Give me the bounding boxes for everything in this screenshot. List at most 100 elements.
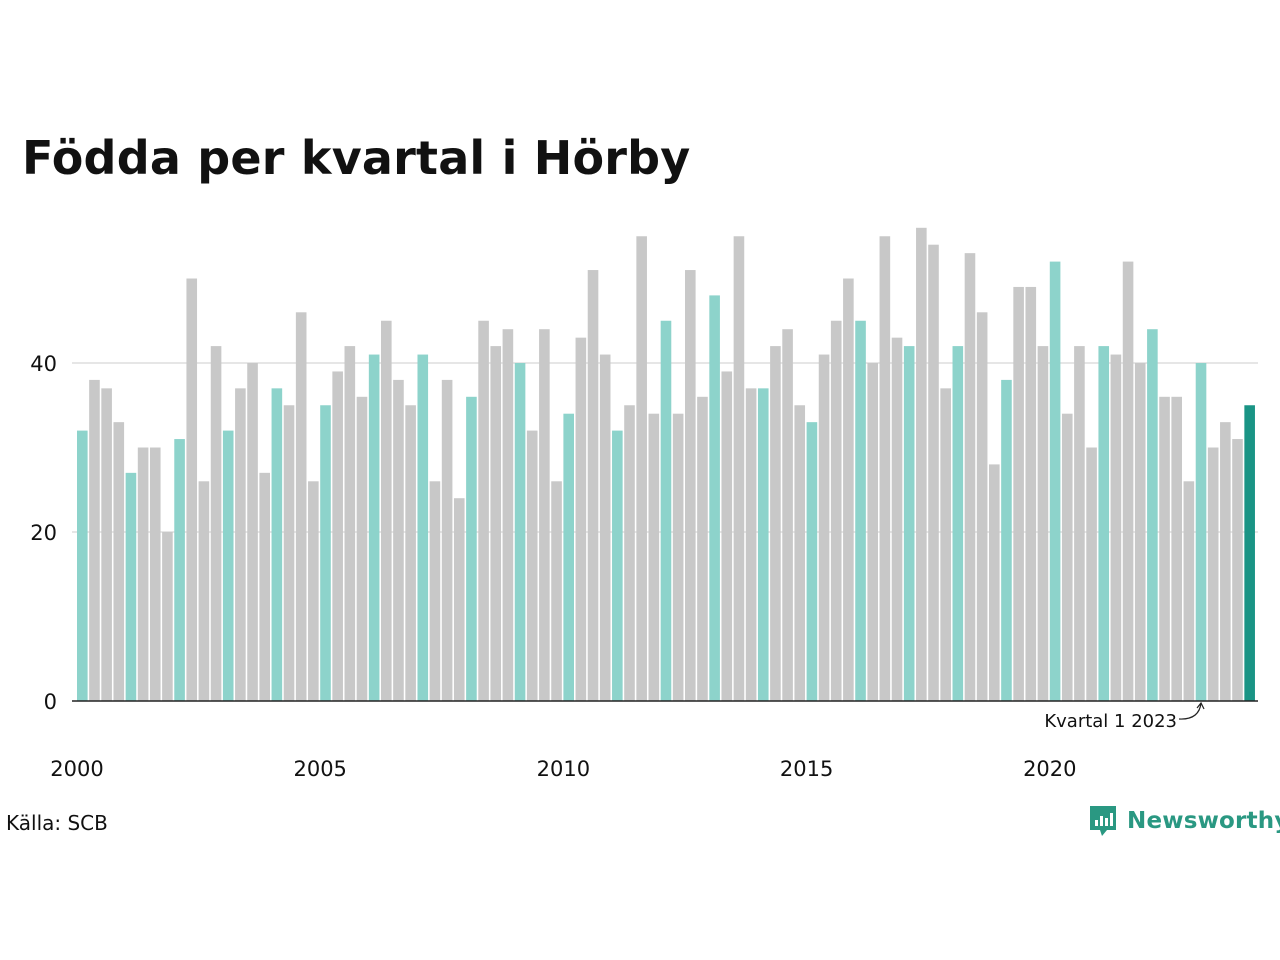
bar-2003-q3[interactable] (247, 363, 258, 701)
bar-2010-q2[interactable] (575, 337, 587, 701)
bar-2017-q3[interactable] (928, 244, 939, 701)
bar-2019-q3[interactable] (1025, 286, 1037, 701)
bar-2008-q4[interactable] (502, 329, 514, 701)
y-tick-label: 0 (44, 690, 57, 714)
bar-2018-q3[interactable] (976, 312, 988, 701)
bar-2021-q3[interactable] (1122, 261, 1134, 701)
bar-2018-q4[interactable] (989, 464, 1000, 701)
bar-2000-q2[interactable] (89, 379, 100, 701)
bar-2023-q4[interactable] (1232, 439, 1243, 701)
bar-2021-q2[interactable] (1110, 354, 1122, 701)
bar-2007-q2[interactable] (429, 481, 441, 701)
bar-2004-q2[interactable] (283, 405, 295, 701)
bar-2013-q1[interactable] (709, 295, 720, 701)
bar-2010-q3[interactable] (587, 270, 599, 701)
bar-2017-q1[interactable] (903, 346, 915, 701)
bar-2021-q1[interactable] (1098, 346, 1110, 701)
bar-2016-q2[interactable] (867, 363, 878, 701)
bar-2011-q3[interactable] (636, 236, 647, 701)
bar-2004-q3[interactable] (295, 312, 307, 701)
bar-2023-q1[interactable] (1195, 363, 1207, 701)
bar-2020-q2[interactable] (1061, 413, 1073, 701)
bar-2002-q2[interactable] (186, 278, 198, 702)
bar-2013-q4[interactable] (745, 388, 757, 701)
bar-2011-q4[interactable] (648, 413, 660, 701)
bar-2022-q2[interactable] (1159, 396, 1170, 701)
bar-2010-q4[interactable] (599, 354, 611, 701)
bar-2011-q1[interactable] (612, 430, 623, 701)
bar-2006-q3[interactable] (393, 379, 404, 701)
bar-2014-q2[interactable] (770, 346, 781, 701)
bar-2005-q1[interactable] (320, 405, 331, 701)
bar-2016-q3[interactable] (879, 236, 891, 701)
bar-2004-q4[interactable] (308, 481, 319, 701)
bar-2002-q3[interactable] (198, 481, 210, 701)
bar-2001-q2[interactable] (137, 447, 149, 702)
bar-2017-q4[interactable] (940, 388, 951, 701)
bar-2021-q4[interactable] (1134, 363, 1146, 701)
bar-2002-q4[interactable] (210, 346, 222, 701)
bar-2007-q3[interactable] (441, 379, 453, 701)
bar-2017-q2[interactable] (916, 227, 927, 702)
bar-2001-q1[interactable] (125, 472, 137, 701)
bar-2008-q1[interactable] (466, 396, 477, 701)
bar-2001-q3[interactable] (149, 447, 161, 702)
bar-2013-q2[interactable] (721, 371, 733, 701)
bar-2015-q1[interactable] (806, 422, 818, 701)
bar-2016-q1[interactable] (855, 320, 866, 701)
bar-2014-q4[interactable] (794, 405, 806, 701)
bar-2004-q1[interactable] (271, 388, 283, 701)
bar-2009-q1[interactable] (514, 363, 526, 701)
bar-2007-q1[interactable] (417, 354, 429, 701)
bar-2003-q2[interactable] (235, 388, 246, 701)
bar-2000-q1[interactable] (77, 430, 88, 701)
bar-2008-q3[interactable] (490, 346, 502, 701)
bar-2019-q1[interactable] (1001, 379, 1012, 701)
bar-2012-q4[interactable] (697, 396, 708, 701)
bar-2018-q2[interactable] (964, 253, 976, 701)
bar-2009-q2[interactable] (526, 430, 538, 701)
bar-2012-q3[interactable] (685, 270, 696, 701)
bar-2015-q4[interactable] (843, 278, 854, 702)
bar-2007-q4[interactable] (453, 498, 465, 701)
bar-2005-q3[interactable] (344, 346, 356, 701)
bar-2009-q3[interactable] (539, 329, 550, 701)
brand-logo[interactable]: Newsworthy (1088, 804, 1280, 838)
bars (77, 227, 1255, 702)
bar-2003-q4[interactable] (259, 472, 270, 701)
bar-2018-q1[interactable] (952, 346, 964, 701)
bar-2000-q4[interactable] (113, 422, 125, 701)
bar-2024-q1[interactable] (1244, 405, 1255, 701)
bar-2001-q4[interactable] (162, 532, 173, 701)
bar-2003-q1[interactable] (222, 430, 234, 701)
bar-2006-q1[interactable] (368, 354, 380, 701)
bar-2009-q4[interactable] (551, 481, 562, 701)
bar-2014-q3[interactable] (782, 329, 793, 701)
bar-2011-q2[interactable] (624, 405, 635, 701)
bar-2015-q3[interactable] (830, 320, 842, 701)
bar-2005-q2[interactable] (332, 371, 343, 701)
bar-2022-q4[interactable] (1183, 481, 1195, 701)
bar-2006-q2[interactable] (381, 320, 392, 701)
bar-2019-q2[interactable] (1013, 286, 1024, 701)
bar-2006-q4[interactable] (405, 405, 416, 701)
bar-2005-q4[interactable] (356, 396, 368, 701)
bar-2023-q3[interactable] (1220, 422, 1231, 701)
bar-2016-q4[interactable] (891, 337, 903, 701)
bar-2019-q4[interactable] (1037, 346, 1049, 701)
bar-2014-q1[interactable] (757, 388, 769, 701)
bar-2010-q1[interactable] (563, 413, 574, 701)
bar-2015-q2[interactable] (818, 354, 830, 701)
bar-2013-q3[interactable] (733, 236, 745, 701)
bar-2000-q3[interactable] (101, 388, 112, 701)
bar-2023-q2[interactable] (1207, 447, 1219, 702)
bar-2020-q4[interactable] (1086, 447, 1097, 702)
bar-2002-q1[interactable] (174, 439, 185, 701)
bar-2012-q1[interactable] (660, 320, 672, 701)
bar-2020-q3[interactable] (1074, 346, 1085, 701)
bar-2022-q3[interactable] (1171, 396, 1182, 701)
bar-2012-q2[interactable] (672, 413, 684, 701)
bar-2022-q1[interactable] (1147, 329, 1158, 701)
bar-2020-q1[interactable] (1049, 261, 1061, 701)
bar-2008-q2[interactable] (478, 320, 489, 701)
